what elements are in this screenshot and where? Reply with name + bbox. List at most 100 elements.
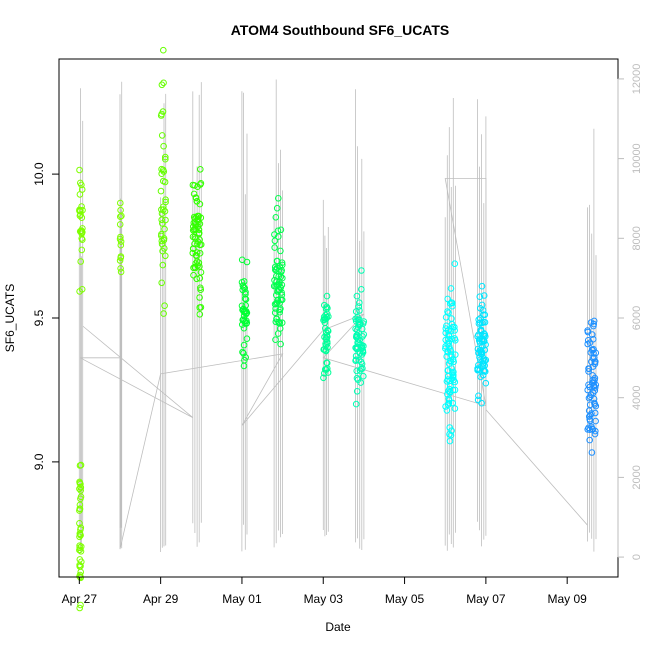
data-point [77,480,84,488]
y2-tick-label: 12000 [631,64,643,95]
data-point [189,233,197,241]
data-point [241,317,248,325]
data-point [271,309,279,317]
x-tick-label: May 03 [304,592,344,606]
data-point [78,214,86,221]
data-point [196,294,203,301]
data-point [451,260,459,268]
data-point [279,261,286,269]
data-point [480,292,488,299]
data-point [157,187,165,195]
data-point [478,282,486,290]
data-point [591,430,599,438]
x-tick-label: May 09 [548,592,588,606]
data-point [354,314,361,321]
data-point [191,240,198,248]
data-point [160,46,167,54]
y2-tick-label: 6000 [631,306,643,330]
data-point [196,311,204,318]
data-point [449,386,457,394]
data-point [591,399,598,407]
data-point [476,354,483,361]
data-point [158,210,166,217]
data-point [357,344,365,351]
data-point [445,387,452,395]
data-point [586,436,594,444]
data-point [277,340,284,348]
data-point [446,424,454,431]
data-point [585,424,592,432]
data-point [273,204,281,212]
data-point [480,332,488,340]
data-point [193,249,201,256]
x-axis: Apr 27 Apr 29 May 01 May 03 May 05 May 07 May … [62,576,588,606]
data-point [324,344,331,351]
data-point [474,365,481,372]
altitude-transit-line [80,178,588,550]
data-point [584,327,591,334]
altitude-profiles [78,79,597,552]
data-point [278,319,286,327]
data-point [76,501,84,509]
data-point [354,376,362,384]
data-point [444,308,451,315]
data-point [353,388,361,395]
series-3 [157,46,169,317]
data-point [442,403,449,410]
data-point [589,355,597,362]
data-point [323,303,331,311]
data-point [117,268,125,276]
data-point [587,411,594,419]
data-point [443,407,451,414]
data-point [157,112,165,119]
data-point [77,526,84,533]
data-point [448,320,456,328]
data-point [117,238,125,245]
data-point [591,358,599,366]
series-8 [352,267,368,408]
data-point [320,346,328,353]
data-point [452,351,459,359]
data-point [323,310,331,318]
plot-frame [58,58,619,578]
data-point [591,354,598,361]
data-point [77,258,84,265]
data-point [449,369,456,377]
data-point [474,396,482,404]
data-point [353,292,361,300]
data-point [446,437,454,445]
data-point [586,426,594,434]
data-point [160,168,168,175]
y-axis-label: SF6_UCATS [3,284,17,352]
data-point [195,226,203,233]
y2-tick-label: 4000 [631,385,643,409]
series-5 [238,256,251,370]
data-point [158,81,166,89]
x-tick-label: May 05 [385,592,425,606]
data-point [196,274,204,282]
data-point [240,350,247,357]
data-point [449,374,457,381]
data-point [192,194,200,202]
data-point [116,257,124,264]
y2-tick-label: 2000 [631,465,643,489]
data-point [355,303,363,310]
chart-title: ATOM4 Southbound SF6_UCATS [231,22,450,38]
series-1 [76,166,86,612]
data-point [76,191,84,198]
data-point [76,505,84,513]
data-point [76,544,83,552]
data-point [190,271,197,279]
data-point [160,310,167,317]
data-point [272,318,280,326]
data-point [274,227,282,235]
data-points [76,46,600,612]
data-point [191,263,199,271]
x-tick-label: Apr 29 [143,592,179,606]
y2-tick-label: 0 [631,554,643,560]
data-point [118,212,125,220]
data-point [477,346,485,354]
data-point [76,546,84,554]
data-point [159,108,167,115]
data-point [447,285,455,292]
